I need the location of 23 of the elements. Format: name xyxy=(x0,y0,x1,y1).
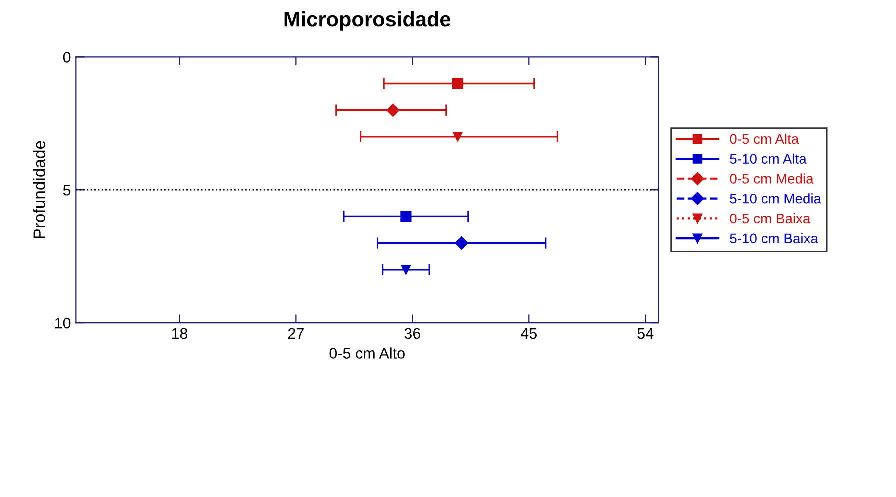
legend-label: 5-10 cm Media xyxy=(730,194,822,204)
y-tick-label: 5 xyxy=(63,185,71,196)
x-tick-label: 45 xyxy=(520,328,537,340)
x-tick-label: 36 xyxy=(404,328,420,340)
legend-label: 5-10 cm Baixa xyxy=(730,233,818,244)
legend-label: 5-10 cm Alta xyxy=(730,154,807,164)
x-axis-title: 0-5 cm Alto xyxy=(330,348,405,359)
x-tick-label: 18 xyxy=(172,328,188,340)
legend-label: 0-5 cm Media xyxy=(730,174,814,184)
x-tick-label: 54 xyxy=(638,328,654,340)
y-tick-label: 10 xyxy=(55,318,71,329)
x-tick-label: 27 xyxy=(288,328,304,339)
y-tick-label: 0 xyxy=(63,52,71,63)
legend-label: 0-5 cm Baixa xyxy=(730,213,811,224)
point xyxy=(386,104,400,117)
chart-title: Microporosidade xyxy=(284,12,451,31)
y-axis-title: Profundidade xyxy=(33,141,46,238)
point xyxy=(400,211,412,222)
point xyxy=(453,132,463,142)
legend-label: 0-5 cm Alta xyxy=(730,134,800,144)
point xyxy=(452,78,464,90)
point xyxy=(455,236,468,250)
point xyxy=(401,265,412,275)
